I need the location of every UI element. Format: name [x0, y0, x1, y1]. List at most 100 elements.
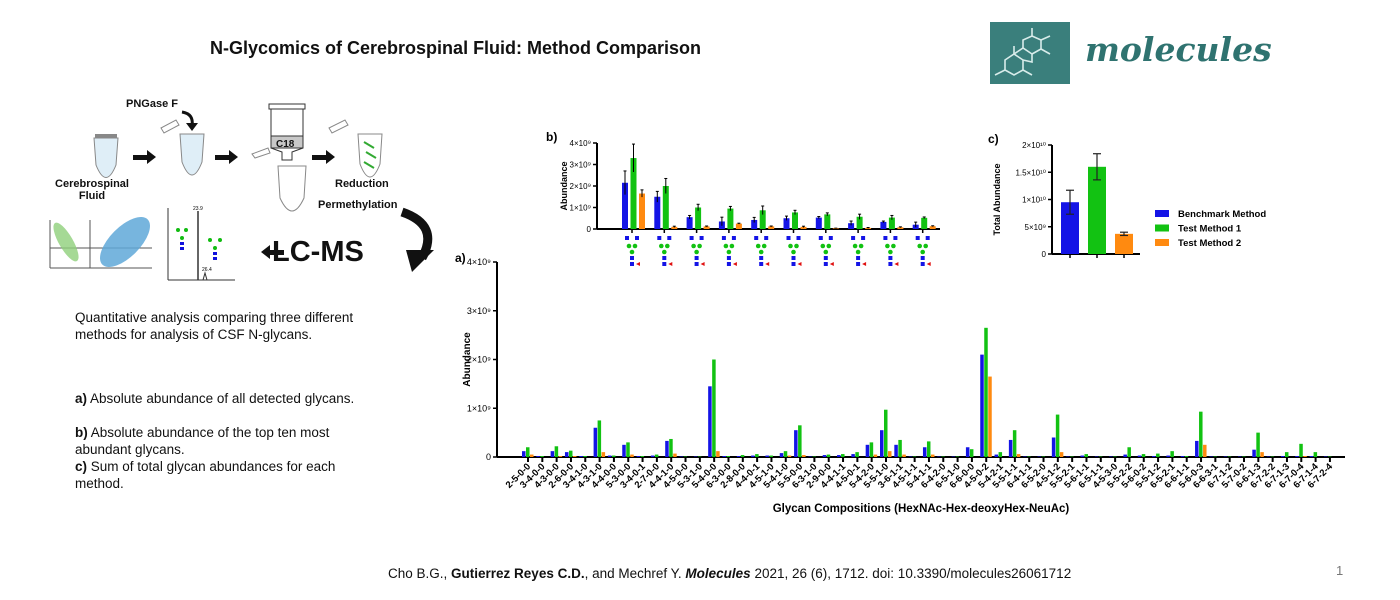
- bar-benchmark-method: [1008, 439, 1013, 457]
- glycan-hexnac-icon: [920, 256, 925, 260]
- glycan-mannose-icon: [629, 249, 635, 255]
- glycan-hexnac-icon: [630, 256, 634, 260]
- reduction-label: Reduction: [335, 178, 389, 190]
- bar-test-method-2: [671, 226, 678, 229]
- glycan-fucose-icon: [700, 262, 705, 266]
- bar-test-method-1: [1012, 430, 1017, 457]
- bar-test-method-1: [984, 327, 988, 457]
- legend-label: Test Method 1: [1178, 224, 1242, 235]
- glycan-hexnac-icon: [662, 262, 667, 266]
- bar-benchmark-method: [783, 218, 790, 229]
- bar-benchmark-method: [851, 454, 855, 457]
- bar-test-method-2: [768, 226, 775, 229]
- csf-tube-icon: [93, 134, 119, 178]
- glycan-hexnac-icon: [851, 236, 856, 240]
- bar-benchmark-method: [1295, 456, 1299, 457]
- legend-swatch: [1155, 210, 1169, 217]
- bar-benchmark-method: [815, 217, 822, 229]
- glycan-hexnac-icon: [754, 236, 759, 240]
- glycan-hexnac-icon: [721, 236, 726, 240]
- glycan-hexnac-icon: [856, 262, 861, 266]
- bar-benchmark-method: [579, 456, 583, 457]
- glycan-fucose-icon: [926, 262, 931, 266]
- pngase-label: PNGase F: [126, 98, 178, 110]
- y-tick-label: 2×10⁹: [570, 182, 591, 191]
- bar-test-method-1: [969, 449, 974, 457]
- bar-test-method-1: [824, 214, 831, 229]
- y-axis-title: Total Abundance: [992, 164, 1002, 236]
- bar-benchmark-method: [708, 386, 712, 457]
- glycan-hexnac-icon: [856, 256, 861, 260]
- bar-test-method-2: [530, 454, 534, 457]
- glycan-mannose-icon: [662, 249, 667, 255]
- bar-test-method-1: [1284, 452, 1289, 457]
- bar-test-method-1: [727, 208, 734, 229]
- bar-test-method-1: [926, 441, 931, 457]
- glycan-hexnac-icon: [625, 236, 629, 240]
- bar-test-method-1: [898, 439, 902, 457]
- bar-test-method-2: [601, 452, 606, 457]
- glycan-fucose-icon: [862, 262, 867, 266]
- pca-plot-icon: [49, 217, 152, 269]
- bar-test-method-1: [726, 456, 730, 457]
- bar-test-method-1: [841, 454, 845, 457]
- bar-test-method-2: [716, 451, 720, 457]
- glycan-mannose-icon: [858, 243, 864, 249]
- glycan-mannose-icon: [852, 243, 858, 249]
- bar-benchmark-method: [550, 451, 555, 457]
- molecules-logo-icon: [990, 22, 1070, 84]
- bar-test-method-1: [783, 451, 788, 457]
- bar-test-method-1: [640, 456, 645, 457]
- glycan-fucose-icon: [732, 262, 737, 266]
- bar-benchmark-method: [686, 217, 693, 229]
- bar-test-method-2: [673, 453, 677, 457]
- glycan-mannose-icon: [726, 249, 732, 255]
- bar-test-method-2: [988, 376, 992, 457]
- glycan-hexnac-icon: [657, 236, 662, 240]
- bar-test-method-1: [1256, 432, 1260, 457]
- glycan-mannose-icon: [888, 249, 893, 255]
- glycan-mannose-icon: [794, 243, 799, 249]
- bar-benchmark-method: [894, 444, 898, 457]
- glycan-fucose-icon: [829, 262, 834, 266]
- arrow-right-icon: [133, 150, 156, 164]
- bar-test-method-1: [755, 454, 759, 457]
- glycan-hexnac-icon: [823, 256, 828, 260]
- legend-swatch: [1155, 239, 1169, 246]
- bar-test-method-1: [526, 447, 530, 457]
- bar-benchmark-method: [848, 223, 855, 229]
- bar-test-method-2: [703, 226, 710, 229]
- bar-benchmark-method: [965, 447, 970, 457]
- bar-test-method-2: [832, 228, 839, 229]
- bar-test-method-1: [611, 455, 616, 457]
- glycan-hexnac-icon: [893, 236, 898, 240]
- bar-test-method-1: [998, 452, 1003, 457]
- bar-benchmark-method: [751, 455, 755, 457]
- description-intro: Quantitative analysis comparing three di…: [75, 310, 354, 342]
- bar-test-method-1: [759, 210, 766, 229]
- y-tick-label: 1.5×10¹⁰: [1015, 168, 1046, 177]
- reduced-glycan-tube-icon: [328, 119, 383, 178]
- bar-benchmark-method: [665, 440, 669, 457]
- bar-test-method-1: [884, 409, 888, 457]
- bar-benchmark-method: [994, 454, 999, 457]
- bar-benchmark-method: [822, 455, 827, 457]
- glycan-mannose-icon: [761, 243, 767, 249]
- glycan-hexnac-icon: [796, 236, 801, 240]
- bar-test-method-1: [583, 456, 587, 457]
- bar-benchmark-method: [980, 354, 984, 457]
- glycan-hexnac-icon: [818, 236, 823, 240]
- chromatogram-icon: 23.9 26.4: [167, 206, 235, 281]
- panel-label: c): [988, 132, 999, 146]
- legend-swatch: [1155, 224, 1169, 232]
- glycan-mannose-icon: [917, 243, 922, 249]
- bar-benchmark-method: [1051, 437, 1056, 457]
- bar-test-method-1: [554, 446, 559, 457]
- bar-benchmark-method: [1123, 454, 1127, 457]
- glycan-hexnac-icon: [791, 262, 796, 266]
- bar-benchmark-method: [765, 455, 769, 457]
- glycan-fucose-icon: [894, 262, 899, 266]
- bar-benchmark-method: [794, 430, 798, 457]
